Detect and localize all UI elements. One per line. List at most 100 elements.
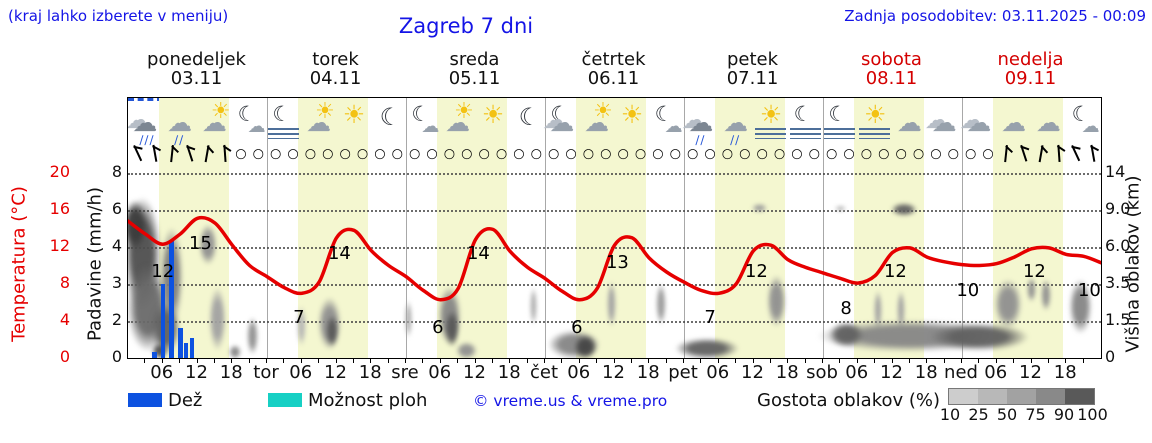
wind-calm-circle: ○ [634, 146, 647, 162]
cloud-blob [767, 274, 786, 327]
temperature-curve [128, 215, 1101, 302]
cloud-blob [891, 202, 917, 216]
wind-calm-circle: ○ [930, 146, 942, 162]
wind-calm-circle: ○ [739, 146, 751, 162]
wind-calm-circle: ○ [756, 146, 768, 162]
day-header: četrtek 06.11 [581, 49, 646, 89]
time-label: 06 [428, 362, 452, 383]
density-tick-label: 90 [1053, 405, 1075, 424]
time-tick [1013, 358, 1015, 363]
wind-calm-circle: ○ [287, 146, 299, 162]
cloud-blob [751, 203, 767, 212]
cloud-glyph: ☁ [127, 105, 151, 134]
weather-icon-cloud: ☁ [893, 101, 927, 143]
time-tick [474, 358, 476, 363]
weather-icon-sun: ☀ [615, 101, 649, 143]
weather-icon-moon-cloud: ☾ ☁ [650, 101, 684, 143]
density-tick-label: 25 [968, 405, 989, 424]
grid-line [128, 358, 1101, 359]
cloud-blob [445, 310, 460, 347]
moon-glyph: ☾ [411, 102, 431, 126]
time-tick [961, 358, 962, 363]
weather-icon-moon: ☾ [511, 101, 545, 143]
temp-tick-label: 12 [49, 236, 70, 255]
time-tick [283, 358, 285, 363]
cloud-glyph: ☁ [896, 108, 922, 137]
cloud-blob [1040, 279, 1052, 312]
weather-icon-moon-fog: ☾ [823, 101, 857, 143]
weather-icon-sun-cloud: ☀ ☁ [441, 101, 475, 143]
cloud-height-tick-label: 6.0 [1105, 236, 1131, 255]
last-update: Zadnja posodobitev: 03.11.2025 - 00:09 [844, 7, 1146, 25]
time-tick [179, 358, 181, 363]
cloud-glyph: ☁ [306, 108, 332, 137]
day-separator [684, 98, 685, 358]
cloud-blob [1026, 277, 1037, 302]
rain-tick-label: 6 [111, 199, 122, 218]
cloud-blob [994, 279, 1023, 330]
time-label: 06 [845, 362, 869, 383]
wind-calm-circle: ○ [356, 146, 369, 162]
day-header: nedelja 09.11 [997, 49, 1064, 89]
weather-icon-sun: ☀ [337, 101, 371, 143]
rain-bar [178, 328, 183, 358]
fog-lines [859, 128, 891, 139]
time-tick [700, 358, 702, 363]
time-tick [978, 358, 980, 363]
time-tick [926, 358, 928, 363]
wind-calm-circle: ○ [270, 146, 282, 162]
wind-calm-circle: ○ [565, 146, 577, 162]
time-label: 18 [775, 362, 799, 383]
sun-glyph: ☀ [342, 100, 366, 129]
time-tick [561, 358, 563, 363]
weather-icon-moon-fog: ☾ [267, 101, 301, 143]
rain-tick-label: 8 [111, 162, 122, 181]
moon-glyph: ☾ [237, 102, 257, 126]
rain-legend-label: Dež [168, 390, 203, 411]
time-tick [248, 358, 250, 363]
rain-marks: ∕∕ [174, 133, 185, 147]
time-label: 06 [706, 362, 730, 383]
cloud-glyph: ☁ [247, 116, 266, 137]
temp-tick-label: 16 [49, 199, 70, 218]
cloud-blob [655, 283, 667, 326]
cloud-blob [246, 316, 259, 355]
wind-calm-circle: ○ [808, 146, 820, 162]
moon-glyph: ☾ [518, 103, 541, 131]
sun-glyph: ☀ [210, 99, 231, 124]
day-header: ponedeljek 03.11 [147, 49, 246, 89]
rain-bar [169, 241, 174, 358]
weather-icon-sun-cloud: ☀ ☁ [198, 101, 232, 143]
wind-calm-circle: ○ [826, 146, 838, 162]
cloud-glyph: ☁ [1001, 108, 1027, 137]
wind-calm-circle: ○ [409, 146, 421, 162]
day-separator [267, 98, 268, 358]
time-label: 12 [463, 362, 486, 383]
weather-icon-sun-fog: ☀ [754, 101, 788, 143]
cloud-blob [529, 287, 537, 326]
time-tick [787, 358, 789, 363]
wind-calm-circle: ○ [704, 146, 716, 162]
temp-value-label: 6 [571, 316, 583, 338]
time-label: 12 [880, 362, 903, 383]
cloud-blob [199, 224, 217, 265]
time-tick [596, 358, 598, 363]
density-tick-label: 50 [996, 405, 1018, 424]
wind-calm-circle: ○ [478, 146, 490, 162]
cloud-glyph: ☁ [549, 108, 575, 137]
wind-calm-circle: ○ [374, 146, 386, 162]
wind-calm-circle: ○ [843, 146, 855, 162]
temp-tick-label: 0 [59, 347, 70, 366]
time-tick [387, 358, 389, 363]
time-tick [231, 358, 233, 363]
cloud-density-gradient-bar [948, 388, 1095, 405]
temp-value-label: 7 [704, 307, 716, 329]
copyright-link[interactable]: © vreme.us & vreme.pro [473, 392, 668, 410]
sun-glyph: ☀ [620, 100, 644, 129]
wind-calm-circle: ○ [461, 146, 473, 162]
time-tick [509, 358, 511, 363]
cloud-glyph: ☁ [132, 108, 158, 137]
wind-calm-circle: ○ [322, 146, 334, 162]
rain-marks: ∕∕ [730, 133, 741, 147]
cloud-glyph: ☁ [421, 116, 440, 137]
